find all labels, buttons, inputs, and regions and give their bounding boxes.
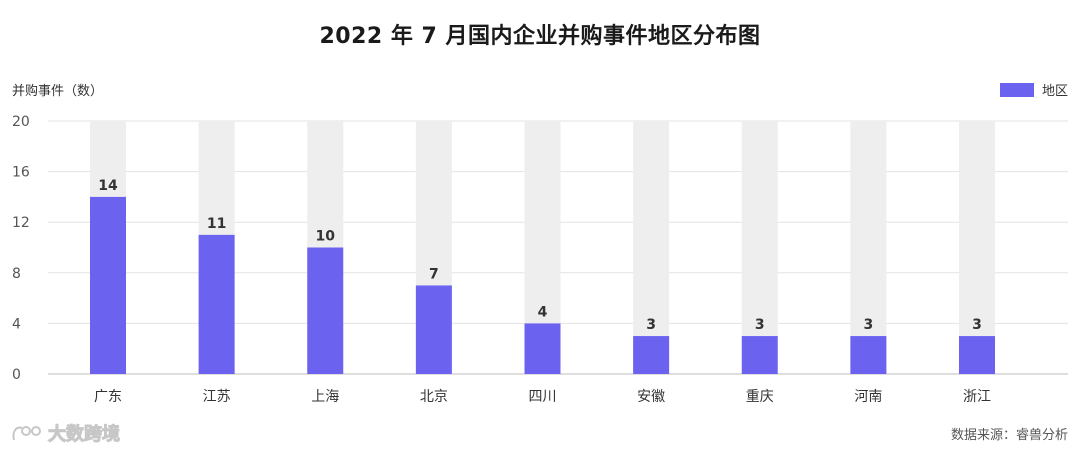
bar [90,196,126,374]
y-axis-label: 并购事件（数） [12,84,104,99]
legend: 地区 [999,80,1068,99]
data-label: 3 [864,317,874,333]
bar-background [741,121,778,374]
watermark-text: 大数跨境 [48,424,121,446]
y-tick-label: 16 [12,165,30,181]
x-tick-label: 重庆 [746,389,774,405]
data-label: 7 [429,266,439,282]
chart-title: 2022 年 7 月国内企业并购事件地区分布图 [319,24,761,49]
x-tick-label: 四川 [529,389,557,405]
bar-background [959,121,995,374]
data-label: 4 [538,304,548,320]
bar [415,285,452,374]
data-label: 14 [98,178,118,194]
legend-label: 地区 [1041,84,1068,99]
y-tick-label: 4 [12,316,21,332]
bar [198,234,235,374]
x-tick-label: 安徽 [637,389,665,405]
bar-background [633,121,670,374]
bar [524,323,561,374]
data-label: 10 [316,229,336,245]
x-tick-label: 上海 [311,389,339,405]
x-tick-label: 北京 [420,389,448,405]
bar [633,336,670,374]
bar [307,247,344,374]
y-tick-label: 8 [12,266,21,282]
x-tick-label: 河南 [854,389,882,405]
x-tick-label: 江苏 [203,389,231,405]
x-tick-label: 广东 [94,389,122,405]
data-label: 11 [207,216,226,232]
data-label: 3 [755,317,765,333]
bar [959,336,995,374]
bar [850,336,887,374]
watermark-logo-icon [12,426,41,441]
x-tick-label: 浙江 [963,389,991,405]
y-tick-label: 0 [12,367,21,383]
bar [741,336,778,374]
y-tick-label: 20 [12,114,30,130]
watermark: 大数跨境 [10,420,121,446]
data-label: 3 [646,317,656,333]
bar-background [850,121,887,374]
source-note: 数据来源：睿兽分析 [950,428,1068,443]
y-tick-label: 12 [12,215,30,231]
legend-swatch [999,82,1034,97]
data-label: 3 [972,317,982,333]
